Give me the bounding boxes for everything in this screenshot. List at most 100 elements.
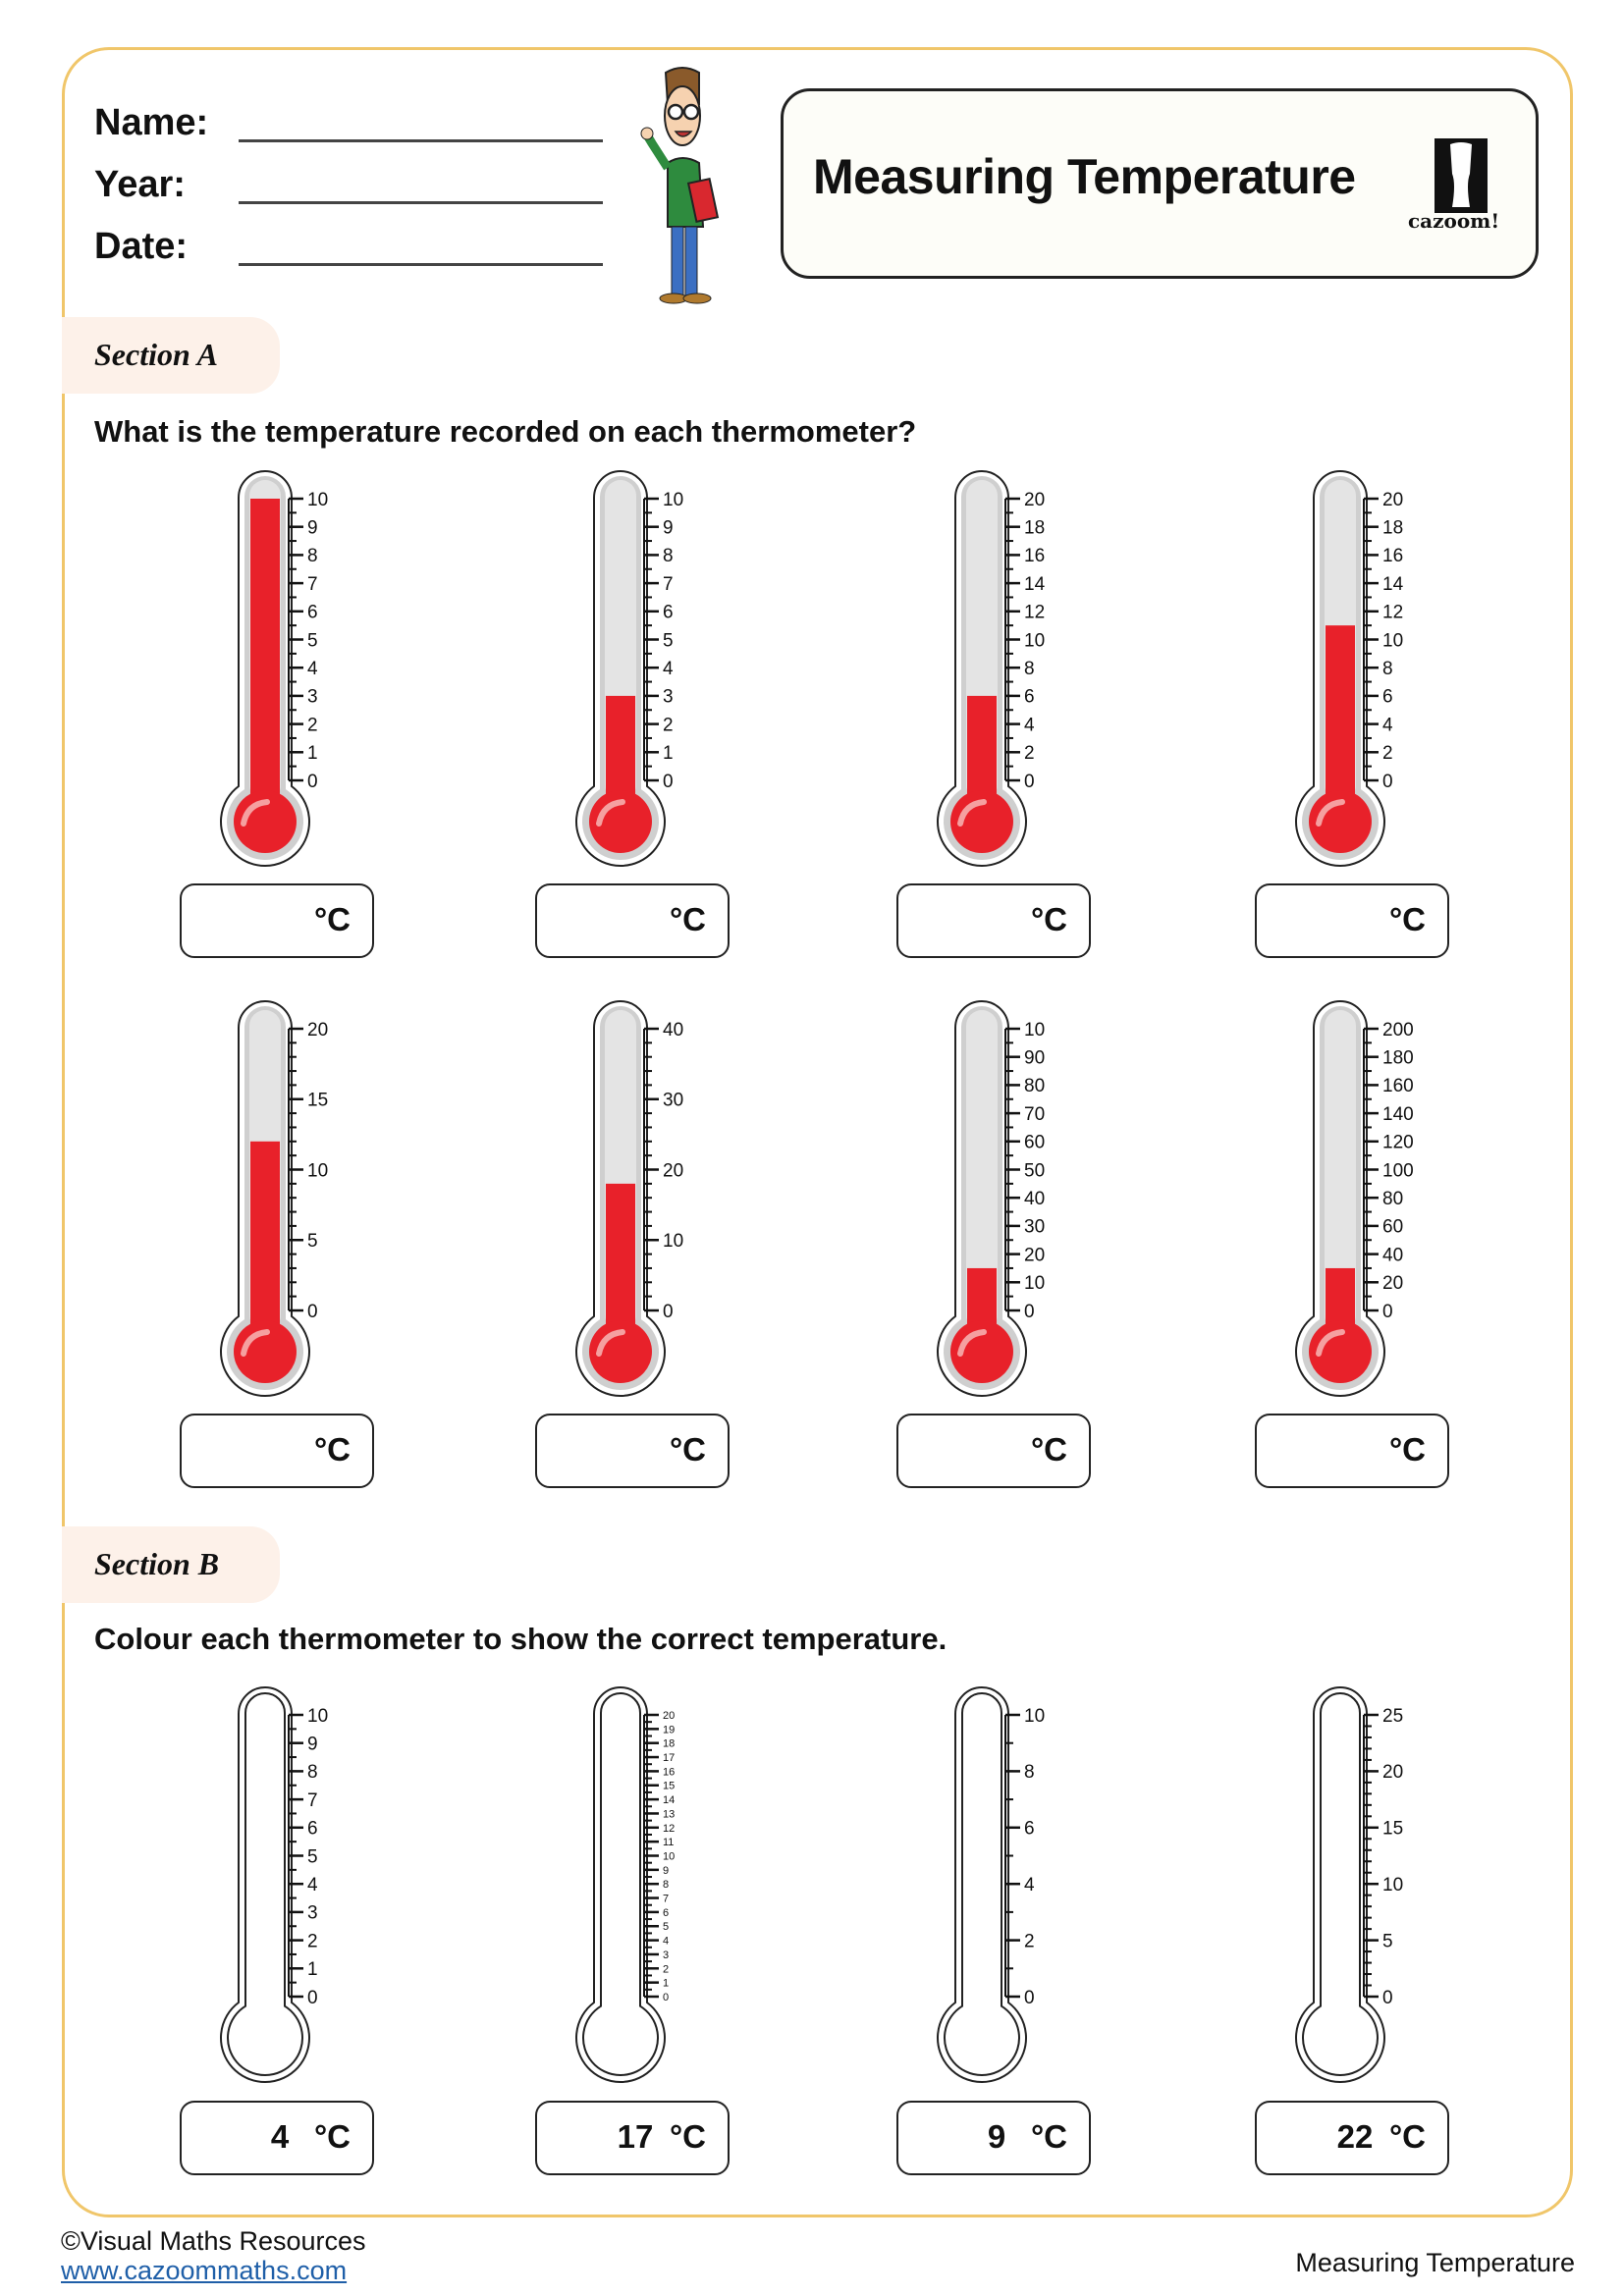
bulb — [589, 1320, 652, 1383]
tick-label: 70 — [1024, 1104, 1045, 1125]
tick-label: 40 — [1024, 1189, 1045, 1209]
tick-label: 8 — [663, 546, 674, 566]
year-label: Year: — [94, 164, 186, 205]
section-a-label: Section A — [62, 317, 280, 394]
tick-label: 120 — [1382, 1133, 1414, 1153]
tick-label: 60 — [1024, 1133, 1045, 1153]
thermometer-b-3[interactable]: 0 2 4 6 8 10 — [923, 1678, 1100, 2090]
unit-label: °C — [1388, 901, 1426, 937]
thermometer-b-4[interactable]: 0 5 10 15 20 25 — [1281, 1678, 1458, 2090]
name-field[interactable] — [239, 139, 603, 142]
date-field[interactable] — [239, 263, 603, 266]
tick-label: 9 — [307, 518, 318, 539]
tick-label: 5 — [663, 630, 674, 651]
bulb-shine — [957, 1329, 987, 1357]
tick-label: 11 — [663, 1837, 674, 1848]
tick-label: 0 — [663, 1302, 674, 1322]
tick-label: 4 — [663, 659, 674, 679]
answer-box[interactable]: °C — [1255, 883, 1449, 958]
unit-label: °C — [313, 1431, 351, 1468]
tick-label: 8 — [1024, 659, 1035, 679]
tick-label: 2 — [307, 1931, 318, 1951]
tick-label: 9 — [663, 518, 674, 539]
answer-box[interactable]: °C — [1255, 1414, 1449, 1488]
thermometer-a-1: 0 1 2 3 4 5 6 7 8 9 10 — [220, 470, 328, 867]
section-b-label: Section B — [62, 1526, 280, 1603]
tick-label: 2 — [1382, 743, 1393, 764]
tick-label: 5 — [307, 630, 318, 651]
tick-label: 180 — [1382, 1048, 1414, 1069]
page-title: Measuring Temperature — [813, 149, 1356, 204]
tick-label: 5 — [307, 1231, 318, 1252]
tick-label: 160 — [1382, 1076, 1414, 1096]
unit-label: °C — [1030, 901, 1067, 937]
tube — [966, 1010, 998, 1331]
tick-label: 2 — [307, 715, 318, 735]
answer-box: 22 °C — [1255, 2101, 1449, 2175]
tick-label: 5 — [307, 1846, 318, 1867]
answer-box[interactable]: °C — [896, 883, 1091, 958]
thermometer-a-2: 0 1 2 3 4 5 6 7 8 9 10 — [575, 470, 683, 867]
section-b-question: Colour each thermometer to show the corr… — [94, 1622, 947, 1656]
cazoom-logo-icon — [1435, 138, 1488, 213]
tick-label: 0 — [307, 1988, 318, 2008]
tick-label: 5 — [663, 1921, 669, 1933]
tick-label: 0 — [1024, 1988, 1035, 2008]
tick-label: 15 — [1382, 1819, 1403, 1840]
tube-inner-outline — [1302, 1692, 1379, 2076]
bulb — [1309, 790, 1372, 853]
tick-label: 0 — [1024, 1302, 1035, 1322]
tick-label: 15 — [307, 1091, 328, 1111]
title-box: Measuring Temperature cazoom! — [781, 88, 1539, 279]
answer-box[interactable]: °C — [535, 883, 730, 958]
thermometer-b-1[interactable]: 0 1 2 3 4 5 6 7 8 9 10 — [206, 1678, 383, 2090]
tick-label: 7 — [307, 1790, 318, 1811]
answer-box[interactable]: °C — [180, 883, 374, 958]
answer-box[interactable]: °C — [535, 1414, 730, 1488]
tick-label: 14 — [1382, 574, 1404, 595]
tick-label: 20 — [663, 1710, 675, 1722]
unit-label: °C — [669, 2118, 706, 2155]
tick-label: 8 — [1024, 1762, 1035, 1783]
tick-label: 10 — [663, 1850, 675, 1862]
answer-box[interactable]: °C — [180, 1414, 374, 1488]
tick-label: 18 — [663, 1738, 675, 1750]
tick-label: 10 — [1024, 1706, 1045, 1727]
tick-label: 4 — [663, 1936, 669, 1948]
tick-label: 8 — [1382, 659, 1393, 679]
tick-label: 1 — [307, 1959, 318, 1980]
tick-label: 20 — [1382, 1273, 1403, 1294]
target-temperature: 4 — [270, 2118, 290, 2155]
unit-label: °C — [1388, 1431, 1426, 1468]
target-temperature: 9 — [987, 2118, 1006, 2155]
tick-label: 10 — [307, 1160, 328, 1181]
website-link[interactable]: www.cazoommaths.com — [61, 2256, 348, 2285]
tick-label: 0 — [1382, 772, 1393, 792]
tick-label: 6 — [307, 603, 318, 623]
tick-label: 4 — [1024, 1875, 1035, 1896]
tick-label: 30 — [1024, 1217, 1045, 1238]
unit-label: °C — [1030, 2118, 1067, 2155]
tick-label: 20 — [1382, 490, 1403, 510]
answer-box[interactable]: °C — [896, 1414, 1091, 1488]
tick-label: 4 — [307, 1875, 318, 1896]
tick-label: 80 — [1024, 1076, 1045, 1096]
year-field[interactable] — [239, 201, 603, 204]
page-border — [62, 47, 1573, 2217]
thermometer-a-6: 0 10 20 30 40 — [575, 1000, 683, 1397]
tick-label: 16 — [1024, 546, 1045, 566]
tick-label: 0 — [663, 1992, 669, 2003]
bulb — [1309, 1320, 1372, 1383]
tick-label: 0 — [307, 772, 318, 792]
bulb-shine — [596, 1329, 625, 1357]
unit-label: °C — [1030, 1431, 1067, 1468]
bulb — [950, 1320, 1013, 1383]
tick-label: 17 — [663, 1752, 675, 1764]
bulb — [234, 1320, 297, 1383]
unit-label: °C — [313, 901, 351, 937]
bulb — [950, 790, 1013, 853]
tick-label: 12 — [1024, 603, 1045, 623]
logo-text: cazoom! — [1408, 209, 1500, 233]
bulb-shine — [1316, 799, 1345, 827]
